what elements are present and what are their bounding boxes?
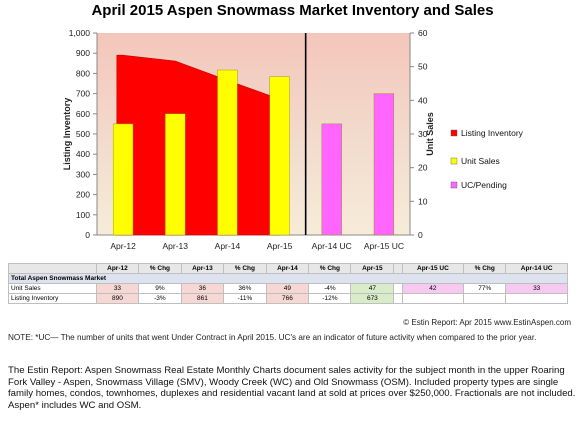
unit-sales-bar: [165, 113, 186, 236]
y-tick-label-left: 700: [76, 89, 90, 99]
table-cell: 36: [180, 283, 225, 294]
table-cell: -11%: [223, 293, 267, 304]
table-cell: [505, 293, 568, 304]
table-header-cell: % Chg: [138, 263, 182, 274]
table-cell: 42: [401, 283, 465, 294]
data-table-container: Apr-12% Chg Apr-13% Chg Apr-14% Chg Apr-15 A…: [8, 263, 580, 304]
y-tick-label-left: 0: [85, 230, 90, 240]
y-tick-label-left: 200: [76, 190, 90, 200]
uc-pending-bar: [373, 93, 395, 236]
table-cell: [463, 293, 507, 304]
table-cell: [401, 293, 465, 304]
y-tick-label-right: 60: [418, 28, 428, 38]
data-table: Apr-12% Chg Apr-13% Chg Apr-14% Chg Apr-15 A…: [8, 263, 568, 304]
table-cell: 47: [350, 283, 395, 294]
table-header-cell: % Chg: [463, 263, 507, 274]
x-tick-label: Apr-14: [215, 241, 241, 251]
table-header-cell: % Chg: [223, 263, 267, 274]
chart-title: April 2015 Aspen Snowmass Market Invento…: [91, 2, 494, 19]
table-cell: -3%: [138, 293, 182, 304]
x-tick-label: Apr-15 UC: [364, 241, 404, 251]
x-tick-label: Apr-14 UC: [312, 241, 352, 251]
legend-swatch: [450, 157, 458, 165]
legend-label: Unit Sales: [461, 156, 500, 166]
y-axis-title-left: Listing Inventory: [62, 98, 72, 171]
credit-line: © Estin Report: Apr 2015 www.EstinAspen.…: [403, 318, 571, 327]
table-cell: [393, 283, 403, 294]
y-tick-label-right: 30: [418, 129, 428, 139]
legend-swatch: [450, 129, 458, 137]
table-row-label: Listing Inventory: [8, 293, 97, 304]
table-cell: 36%: [223, 283, 267, 294]
table-header-cell: Apr-15: [350, 263, 395, 274]
y-tick-label-left: 800: [76, 68, 90, 78]
table-section-row: Total Aspen Snowmass Market: [8, 273, 568, 284]
y-tick-label-right: 10: [418, 196, 428, 206]
y-tick-label-right: 0: [418, 230, 423, 240]
y-tick-label-left: 900: [76, 48, 90, 58]
unit-sales-bar: [269, 76, 290, 236]
report-description: The Estin Report: Aspen Snowmass Real Es…: [8, 365, 576, 411]
table-section-label: Total Aspen Snowmass Market: [8, 273, 568, 284]
y-tick-label-left: 300: [76, 169, 90, 179]
table-cell: 9%: [138, 283, 182, 294]
x-tick-label: Apr-12: [110, 241, 136, 251]
table-cell: -12%: [308, 293, 352, 304]
table-cell: -4%: [308, 283, 352, 294]
table-header-cell: Apr-13: [180, 263, 225, 274]
uc-pending-bar: [321, 123, 342, 236]
inventory-sales-chart: 0 100 200 300 400 500 600 700 800 900 1,000 0 10 20 30…: [62, 28, 524, 251]
table-row: Listing Inventory 890 -3% 861 -11% 766 -12% 673: [8, 293, 568, 304]
table-header-cell: Apr-12: [95, 263, 140, 274]
table-header-cell: Apr-14 UC: [505, 263, 568, 274]
table-header-cell: [8, 263, 97, 274]
uc-note: NOTE: *UC— The number of units that went…: [8, 333, 537, 342]
y-tick-label-left: 600: [76, 109, 90, 119]
x-tick-label: Apr-13: [162, 241, 188, 251]
table-row-label: Unit Sales: [8, 283, 97, 294]
unit-sales-bar: [217, 69, 238, 236]
table-cell: 890: [95, 293, 140, 304]
table-cell: [393, 293, 403, 304]
table-header-cell: % Chg: [308, 263, 352, 274]
x-tick-label: Apr-15: [267, 241, 293, 251]
y-tick-label-left: 1,000: [69, 28, 91, 38]
table-cell: 33: [95, 283, 140, 294]
table-row: Unit Sales 33 9% 36 36% 49 -4% 47 42 77% 33: [8, 283, 568, 294]
y-tick-label-right: 40: [418, 95, 428, 105]
y-tick-label-left: 500: [76, 129, 90, 139]
table-cell: 33: [505, 283, 568, 294]
table-header-cell: Apr-14: [265, 263, 310, 274]
unit-sales-bar: [112, 123, 134, 236]
y-axis-title-right: Unit Sales: [425, 112, 435, 156]
y-tick-label-right: 50: [418, 62, 428, 72]
table-cell: 673: [350, 293, 395, 304]
table-cell: 861: [180, 293, 225, 304]
table-cell: 49: [265, 283, 310, 294]
y-tick-label-right: 20: [418, 163, 428, 173]
legend-swatch: [450, 181, 458, 189]
table-header-cell: [393, 263, 403, 274]
legend-label: UC/Pending: [461, 180, 507, 190]
legend-label: Listing Inventory: [461, 128, 524, 138]
table-cell: 766: [265, 293, 310, 304]
y-tick-label-left: 400: [76, 149, 90, 159]
y-tick-label-left: 100: [76, 210, 90, 220]
table-cell: 77%: [463, 283, 507, 294]
table-header-cell: Apr-15 UC: [401, 263, 465, 274]
